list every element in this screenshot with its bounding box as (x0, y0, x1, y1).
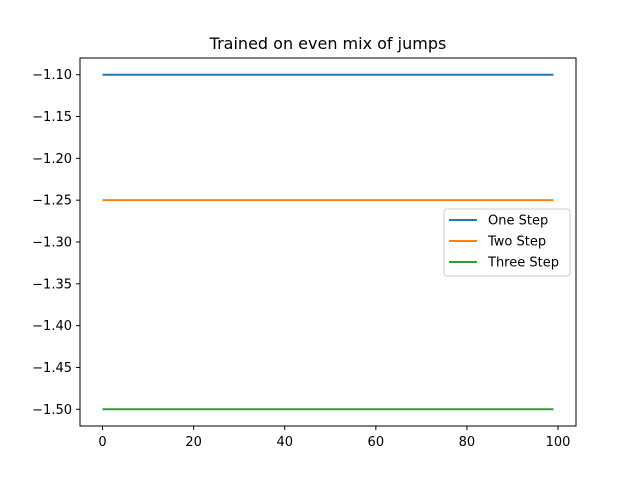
y-tick-label: −1.50 (32, 403, 72, 418)
x-tick-label: 80 (459, 435, 476, 450)
x-tick-label: 40 (276, 435, 293, 450)
x-tick-label: 0 (98, 435, 106, 450)
y-tick-label: −1.35 (32, 277, 72, 292)
x-tick-label: 20 (185, 435, 202, 450)
x-tick-label: 100 (546, 435, 571, 450)
legend-label-2: Two Step (487, 235, 546, 250)
legend-label-3: Three Step (487, 256, 559, 271)
y-tick-label: −1.15 (32, 110, 72, 125)
legend: One Step Two Step Three Step (443, 208, 571, 277)
legend-label-1: One Step (488, 214, 548, 229)
y-tick-label: −1.20 (32, 152, 72, 167)
legend-box (443, 208, 571, 277)
y-axis: −1.10 −1.15 −1.20 −1.25 −1.30 −1.35 −1.40 −1.45… (32, 68, 80, 418)
chart-title: Trained on even mix of jumps (209, 34, 447, 53)
series-lines (102, 73, 554, 411)
x-axis: 0 20 40 60 80 100 (98, 426, 570, 450)
x-tick-label: 60 (368, 435, 385, 450)
y-tick-label: −1.10 (32, 68, 72, 83)
y-tick-label: −1.45 (32, 361, 72, 376)
y-tick-label: −1.30 (32, 236, 72, 251)
y-tick-label: −1.40 (32, 319, 72, 334)
y-tick-label: −1.25 (32, 194, 72, 209)
plot-area-frame (79, 57, 577, 427)
